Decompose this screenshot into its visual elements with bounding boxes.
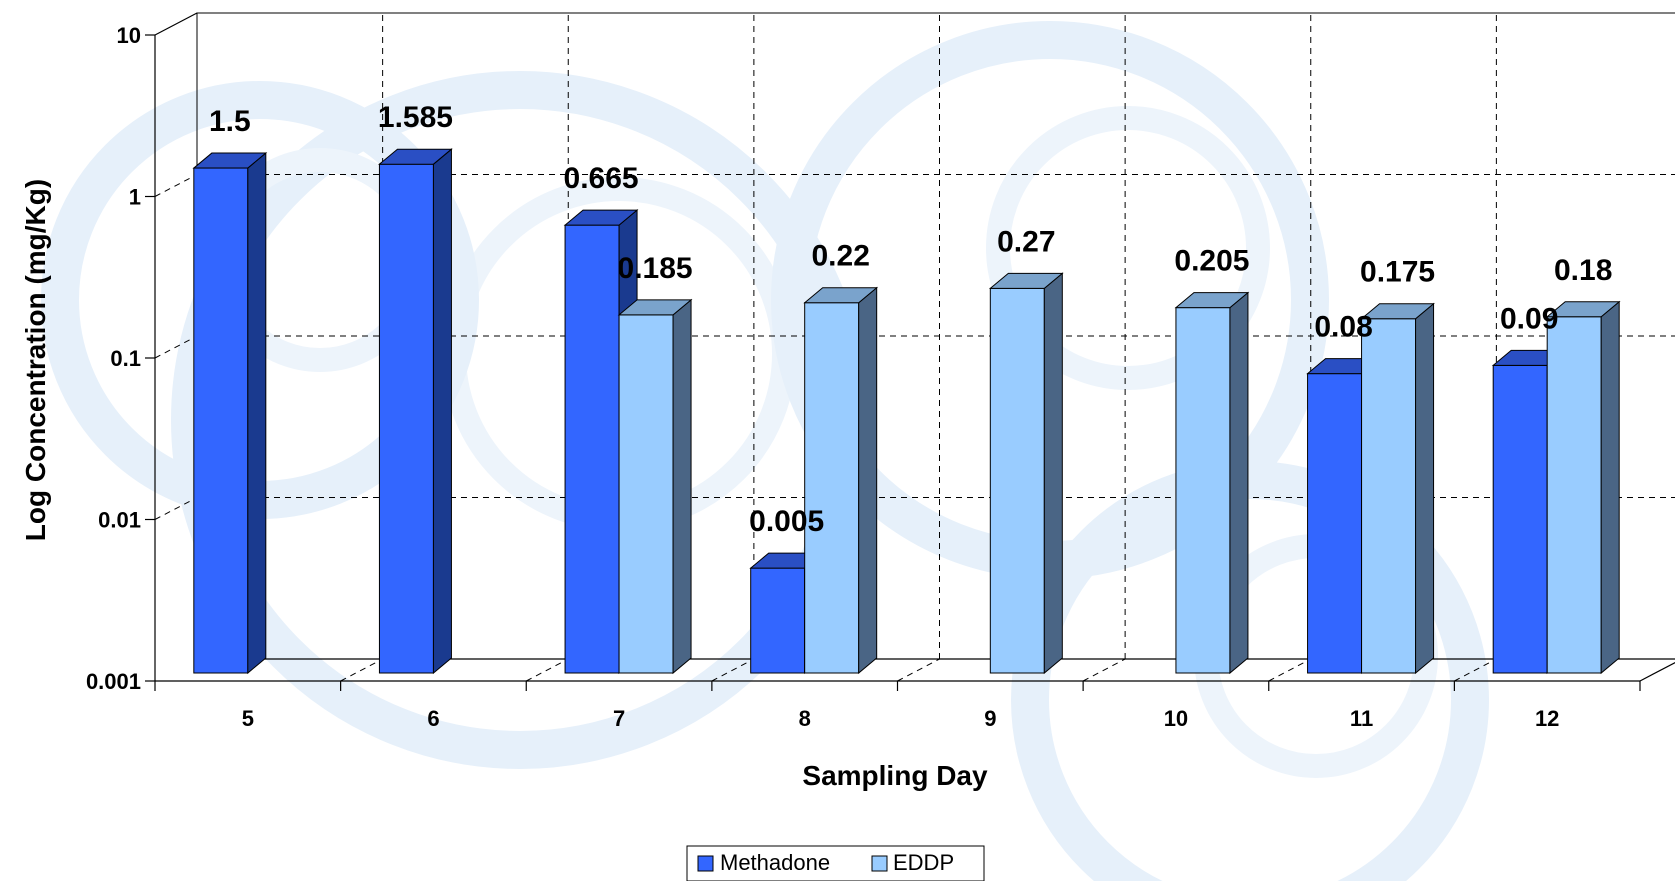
x-axis-title: Sampling Day bbox=[802, 760, 988, 791]
bar-front-face bbox=[564, 224, 620, 674]
legend-label-eddp: EDDP bbox=[893, 850, 954, 875]
y-tick-label: 0.001 bbox=[86, 669, 141, 694]
data-label: 0.175 bbox=[1360, 256, 1435, 289]
x-tick-labels: 5 6 7 8 9 10 11 12 bbox=[242, 706, 1560, 731]
bar-top-face bbox=[563, 209, 639, 226]
legend-swatch-methadone bbox=[697, 855, 714, 872]
legend-label-methadone: Methadone bbox=[720, 850, 830, 875]
bar-front-face bbox=[1361, 318, 1417, 674]
floor-right-edge bbox=[1639, 661, 1675, 682]
bar-top-face bbox=[803, 287, 879, 304]
data-label: 0.005 bbox=[749, 505, 824, 538]
bar-side-face bbox=[672, 298, 692, 675]
y-axis-title: Log Concentration (mg/Kg) bbox=[20, 179, 51, 541]
legend: Methadone EDDP bbox=[686, 845, 985, 881]
data-label: 0.205 bbox=[1174, 245, 1249, 278]
bar-front-face bbox=[378, 163, 434, 674]
bar-top-face bbox=[378, 148, 453, 165]
floor-divider bbox=[526, 658, 569, 682]
x-tick-label: 12 bbox=[1535, 706, 1559, 731]
bar-eddp-7 bbox=[617, 298, 693, 675]
bar-front-face bbox=[1175, 307, 1231, 674]
floor-divider bbox=[1268, 658, 1311, 682]
data-label: 0.18 bbox=[1554, 254, 1612, 287]
bar-top-face bbox=[1174, 292, 1250, 309]
data-label: 1.5 bbox=[209, 105, 251, 138]
bar-front-face bbox=[1307, 373, 1363, 674]
y-axis-top-edge bbox=[154, 12, 198, 36]
bar-top-face bbox=[192, 152, 268, 169]
data-label: 0.08 bbox=[1314, 311, 1372, 344]
bar-methadone-6 bbox=[378, 148, 453, 675]
watermark-swirl bbox=[986, 106, 1270, 390]
bar-methadone-5 bbox=[192, 151, 268, 675]
data-labels: 1.5 1.585 0.665 0.005 0.08 0.09 0.185 0.22 0.27 0… bbox=[209, 101, 1612, 538]
data-label: 1.585 bbox=[378, 101, 453, 134]
bar-side-face bbox=[1600, 300, 1620, 675]
bar-side-face bbox=[858, 286, 878, 675]
bar-eddp-11 bbox=[1360, 302, 1435, 675]
bar-top-face bbox=[1360, 303, 1435, 320]
bar-eddp-12 bbox=[1545, 300, 1621, 675]
bar-front-face bbox=[1492, 364, 1548, 674]
gridline-diagonal bbox=[154, 497, 198, 520]
legend-swatch-eddp bbox=[871, 855, 888, 872]
bar-side-face bbox=[1415, 302, 1435, 675]
bar-front-face bbox=[750, 567, 806, 674]
bar-side-face bbox=[1229, 291, 1249, 675]
gridline-diagonal bbox=[154, 174, 198, 197]
bar-eddp-8 bbox=[803, 286, 879, 675]
bar-front-face bbox=[1546, 316, 1602, 674]
bar-front-face bbox=[193, 167, 249, 674]
legend-box bbox=[686, 845, 985, 881]
data-label: 0.09 bbox=[1500, 302, 1558, 335]
bar-eddp-10 bbox=[1174, 291, 1250, 675]
floor-divider bbox=[340, 658, 383, 682]
bar-top-face bbox=[988, 272, 1064, 289]
floor-divider bbox=[897, 658, 940, 682]
bar-front-face bbox=[618, 314, 674, 674]
bar-eddp-9 bbox=[988, 272, 1064, 675]
y-tick-label: 0.01 bbox=[98, 508, 141, 533]
bar-top-face bbox=[1545, 301, 1621, 318]
bars bbox=[192, 148, 1621, 675]
floor-divider bbox=[1082, 658, 1126, 682]
floor-divider bbox=[711, 658, 755, 682]
watermark-swirl bbox=[1011, 461, 1489, 881]
y-tick-label: 10 bbox=[117, 23, 141, 48]
bar-front-face bbox=[989, 287, 1045, 674]
bar-side-face bbox=[247, 151, 267, 675]
x-tick-label: 8 bbox=[799, 706, 811, 731]
x-tick-label: 7 bbox=[613, 706, 625, 731]
x-tick-label: 9 bbox=[984, 706, 996, 731]
data-label: 0.22 bbox=[811, 240, 869, 273]
x-tick-label: 6 bbox=[427, 706, 439, 731]
bar-top-face bbox=[617, 299, 693, 316]
bar-front-face bbox=[804, 302, 860, 674]
x-tick-label: 5 bbox=[242, 706, 254, 731]
y-tick-label: 1 bbox=[129, 185, 141, 210]
gridline-diagonal bbox=[154, 335, 198, 359]
y-tick-labels: 10 1 0.1 0.01 0.001 bbox=[86, 23, 141, 694]
background-watermark bbox=[41, 21, 1489, 881]
floor-divider bbox=[1454, 658, 1497, 682]
x-tick-label: 11 bbox=[1350, 706, 1373, 731]
y-tick-label: 0.1 bbox=[110, 346, 141, 371]
data-label: 0.185 bbox=[618, 252, 693, 285]
bar-side-face bbox=[1043, 272, 1063, 675]
data-label: 0.27 bbox=[997, 225, 1055, 258]
bar-side-face bbox=[432, 148, 452, 675]
data-label: 0.665 bbox=[564, 162, 639, 195]
x-tick-label: 10 bbox=[1164, 706, 1188, 731]
